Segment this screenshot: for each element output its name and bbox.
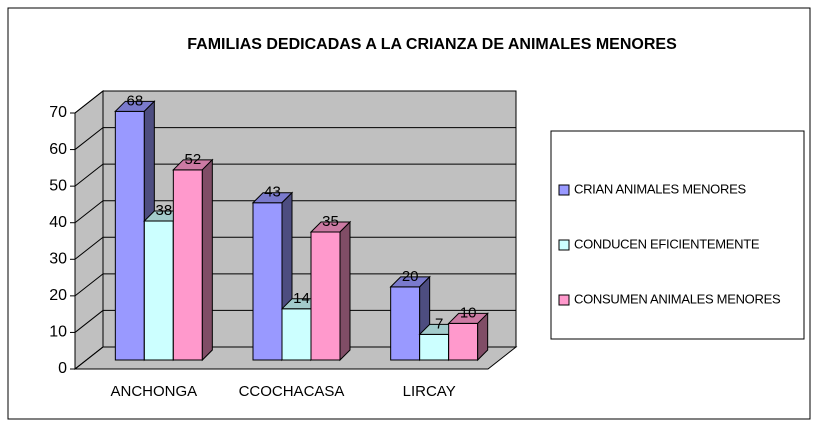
value-label: 14 bbox=[293, 290, 310, 307]
value-label: 38 bbox=[155, 202, 172, 219]
chart-title: FAMILIAS DEDICADAS A LA CRIANZA DE ANIMA… bbox=[187, 36, 677, 53]
value-label: 52 bbox=[184, 151, 201, 168]
grid-line bbox=[74, 90, 516, 114]
legend-swatch bbox=[558, 184, 570, 196]
y-tick-label: 70 bbox=[49, 104, 67, 121]
bar-front bbox=[172, 169, 203, 361]
grid-line bbox=[74, 273, 516, 297]
side-wall bbox=[74, 89, 104, 371]
grid-line bbox=[74, 346, 516, 370]
bar-front bbox=[252, 202, 283, 361]
bar-front bbox=[448, 322, 479, 361]
x-tick-label: CCOCHACASA bbox=[239, 383, 345, 400]
value-label: 43 bbox=[264, 184, 281, 201]
value-label: 10 bbox=[460, 304, 477, 321]
grid-line bbox=[74, 236, 516, 260]
grid-line bbox=[74, 200, 516, 224]
legend-label: CONSUMEN ANIMALES MENORES bbox=[574, 291, 781, 306]
bar-side bbox=[201, 158, 213, 362]
bar bbox=[172, 158, 214, 362]
bar-side bbox=[477, 312, 489, 362]
x-tick-label: LIRCAY bbox=[403, 383, 456, 400]
bar-front bbox=[281, 308, 312, 361]
value-label: 20 bbox=[402, 268, 419, 285]
y-tick-label: 40 bbox=[49, 214, 67, 231]
value-label: 7 bbox=[435, 315, 443, 332]
bar-front bbox=[419, 333, 450, 361]
y-tick-label: 60 bbox=[49, 141, 67, 158]
value-label: 68 bbox=[126, 92, 143, 109]
y-tick-label: 50 bbox=[49, 177, 67, 194]
y-tick-label: 30 bbox=[49, 251, 67, 268]
grid-line bbox=[74, 163, 516, 187]
bar-front bbox=[390, 286, 421, 361]
y-tick-label: 10 bbox=[49, 324, 67, 341]
bar-side bbox=[339, 220, 351, 362]
y-tick-label: 20 bbox=[49, 287, 67, 304]
bar bbox=[309, 220, 352, 362]
x-tick-label: ANCHONGA bbox=[110, 383, 197, 400]
legend-swatch bbox=[558, 294, 570, 306]
legend-label: CONDUCEN EFICIENTEMENTE bbox=[574, 236, 760, 251]
legend-swatch bbox=[558, 239, 570, 251]
bar bbox=[389, 275, 431, 362]
y-tick-label: 0 bbox=[58, 360, 67, 377]
bar-front bbox=[114, 110, 145, 361]
grid-line bbox=[74, 309, 516, 333]
legend-label: CRIAN ANIMALES MENORES bbox=[574, 181, 746, 196]
bar-front bbox=[310, 231, 341, 361]
value-label: 35 bbox=[322, 213, 339, 230]
bar-front bbox=[143, 220, 174, 361]
grid-line bbox=[74, 127, 516, 150]
legend-box bbox=[550, 130, 805, 340]
plot-area: 0 10 20 30 40 50 60 70 ANCHONGA 68 38 52 CCOCHACASA 4… bbox=[49, 89, 518, 400]
legend: CRIAN ANIMALES MENORES CONDUCEN EFICIENTE… bbox=[558, 181, 781, 306]
bar bbox=[447, 312, 489, 362]
